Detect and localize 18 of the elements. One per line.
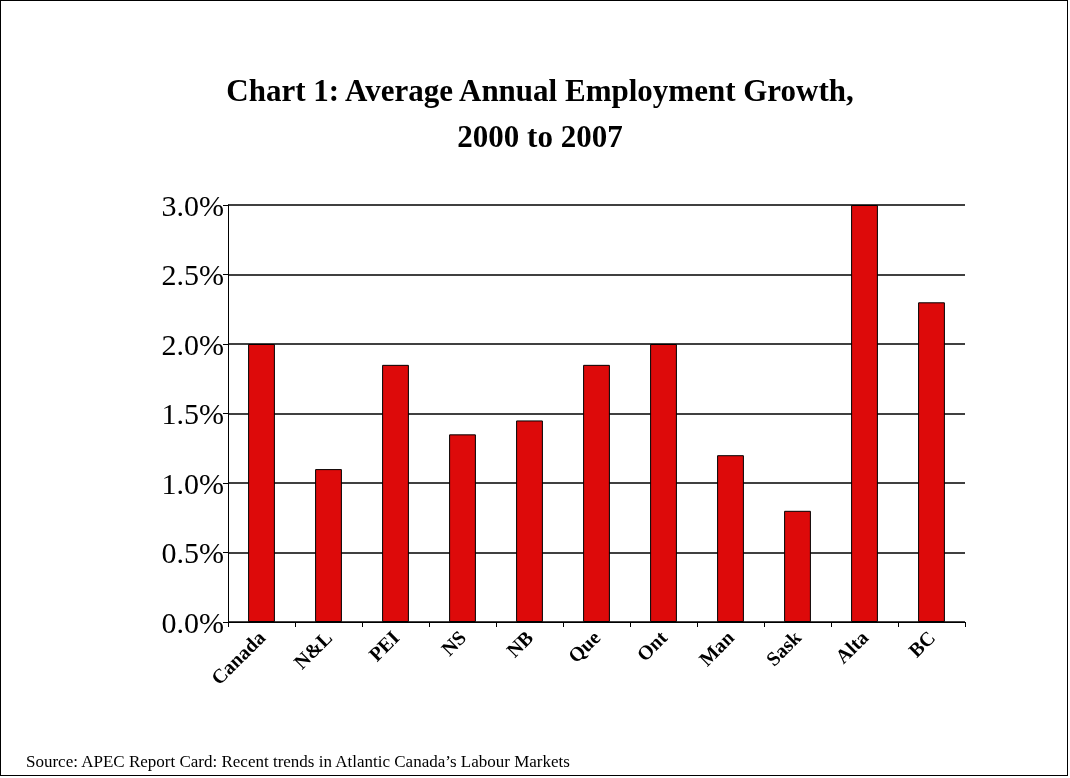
x-tick-label: NS	[436, 626, 471, 660]
x-tick-label: PEI	[364, 626, 404, 666]
x-tick-label: Ont	[632, 625, 672, 666]
x-tick-label: Sask	[761, 625, 806, 671]
y-tick-label: 3.0%	[161, 188, 224, 222]
x-tick-label: Que	[563, 626, 605, 667]
x-tick-label: BC	[904, 626, 940, 662]
y-tick-label: 2.5%	[161, 258, 224, 291]
x-tick-label: Man	[694, 626, 739, 671]
y-tick-label: 0.5%	[161, 536, 224, 569]
x-tick-label: Alta	[830, 626, 873, 668]
x-tick-label: NB	[502, 626, 538, 662]
source-note: Source: APEC Report Card: Recent trends in Atlantic Canada’s Labour Markets	[26, 752, 570, 772]
y-tick-label: 1.0%	[161, 466, 224, 500]
chart-title: Chart 1: Average Annual Employment Growth, 2000 to 2007	[226, 72, 854, 154]
y-tick-label: 1.5%	[161, 397, 224, 430]
y-tick-label: 2.0%	[161, 327, 224, 361]
y-tick-label: 0.0%	[161, 605, 224, 639]
